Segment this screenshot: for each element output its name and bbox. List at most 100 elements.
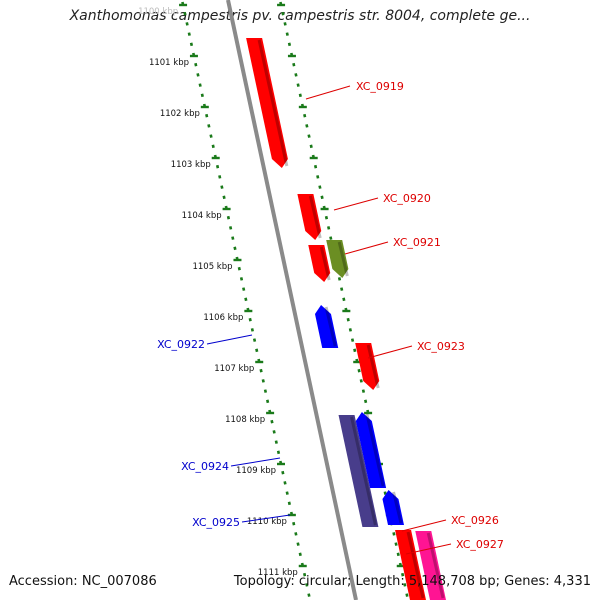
gene-label[interactable]: XC_0923: [417, 340, 465, 353]
tick-dot: [226, 215, 231, 220]
tick-dot: [266, 399, 270, 404]
tick-dot: [357, 368, 361, 373]
tick-dot: [220, 185, 224, 189]
tick-dot: [185, 22, 189, 26]
tick-dot: [281, 470, 285, 475]
gene-shade: [319, 246, 331, 281]
tick-dot: [309, 144, 313, 149]
tick-track-left: [179, 1, 311, 597]
backbone-line: [226, 0, 358, 600]
gene-XC_0921[interactable]: [326, 240, 349, 278]
tick-dot: [327, 226, 331, 230]
gene-arrow[interactable]: [338, 415, 379, 527]
tick-dot: [222, 195, 226, 200]
tick-dot: [205, 113, 209, 118]
gene-XC_0927[interactable]: [415, 531, 446, 600]
scale-label: 1103 kbp: [171, 160, 211, 170]
tick-dot: [196, 73, 200, 77]
scale-label: 1109 kbp: [236, 466, 276, 476]
gene-arrow[interactable]: [308, 245, 331, 282]
tick-dot: [401, 572, 405, 577]
gene-XC_0920[interactable]: [297, 194, 322, 240]
gene-arrow[interactable]: [314, 305, 339, 348]
gene-arrow[interactable]: [355, 343, 380, 390]
tick-dot: [318, 185, 322, 189]
tick-dot: [329, 236, 333, 240]
scale-label: 1111 kbp: [258, 568, 298, 578]
tick-dot: [229, 226, 233, 230]
scale-label: 1106 kbp: [203, 313, 243, 323]
tick-dot: [353, 348, 357, 353]
tick-dot: [276, 450, 281, 455]
tick-dot: [231, 236, 235, 240]
tick-dot: [307, 593, 311, 597]
tick-dot: [298, 552, 302, 557]
gene-label[interactable]: XC_0924: [181, 460, 229, 473]
tick-dot: [283, 481, 287, 485]
gene-label[interactable]: XC_0919: [356, 80, 404, 93]
tick-dot: [187, 32, 191, 36]
tick-dot: [292, 521, 296, 526]
gene-arrow[interactable]: [326, 240, 349, 278]
scale-label: 1107 kbp: [214, 364, 254, 374]
tick-dot: [324, 215, 329, 220]
tick-dot: [294, 73, 298, 77]
gene-XC_0919[interactable]: [246, 38, 289, 168]
tick-dot: [303, 113, 307, 118]
tick-dot: [296, 542, 300, 546]
tick-dot: [209, 134, 213, 138]
gene-shade: [366, 344, 380, 389]
gene-shade: [337, 241, 349, 277]
gene-label[interactable]: XC_0927: [456, 538, 504, 551]
gene-XC_0924[interactable]: [338, 415, 379, 527]
tick-dot: [383, 491, 387, 495]
gene-arrow[interactable]: [355, 412, 387, 488]
gene-label[interactable]: XC_0926: [451, 514, 499, 527]
map-title: Xanthomonas campestris pv. campestris st…: [69, 8, 531, 24]
scale-labels: 1100 kbp 1101 kbp 1102 kbp 1103 kbp 1104 kbp…: [138, 7, 298, 578]
gene-arrow[interactable]: [297, 194, 322, 240]
gene-label[interactable]: XC_0922: [157, 338, 205, 351]
gene-XC_0925[interactable]: [355, 412, 387, 488]
gene-arrow[interactable]: [382, 490, 404, 525]
tick-dot: [350, 338, 355, 342]
tick-dot: [340, 287, 344, 291]
gene-label[interactable]: XC_0921: [393, 236, 441, 249]
gene-XC_0923[interactable]: [355, 343, 380, 390]
tick-dot: [198, 83, 202, 87]
tick-dot: [272, 430, 276, 434]
gene-XC_0926[interactable]: [395, 530, 426, 600]
gene-XC_0922[interactable]: [314, 305, 339, 348]
tick-dot: [218, 175, 222, 179]
tick-dot: [364, 399, 368, 404]
tick-dot: [242, 287, 246, 291]
tick-dot: [287, 42, 292, 47]
tick-dot: [337, 277, 342, 281]
tick-dot: [211, 144, 215, 149]
gene-XC_0920[interactable]: [308, 245, 331, 282]
gene-arrow[interactable]: [415, 531, 446, 600]
scale-label: 1108 kbp: [225, 415, 265, 425]
tick-dot: [263, 389, 268, 393]
tick-dot: [320, 195, 324, 200]
tick-dot: [233, 246, 237, 251]
tick-dot: [285, 491, 289, 495]
tick-dot: [281, 11, 285, 16]
gene-label[interactable]: XC_0925: [192, 516, 240, 529]
tick-dot: [292, 62, 296, 67]
gene-label-leaders: XC_0919 XC_0920 XC_0921 XC_0923 XC_0926 XC_09…: [157, 80, 504, 555]
gene-shade: [257, 39, 289, 167]
tick-dot: [394, 542, 398, 546]
gene-label[interactable]: XC_0920: [383, 192, 431, 205]
tick-dot: [305, 124, 309, 128]
accession-text: Accession: NC_007086: [9, 574, 157, 589]
gene-arrow[interactable]: [246, 38, 288, 168]
tick-dot: [403, 583, 407, 587]
scale-label: 1101 kbp: [149, 58, 189, 68]
genome-backbone: [226, 0, 358, 600]
gene-arrow[interactable]: [395, 530, 426, 600]
label-leader: [333, 197, 379, 211]
tick-dot: [313, 164, 318, 169]
gene-XC_0925[interactable]: [382, 490, 404, 525]
